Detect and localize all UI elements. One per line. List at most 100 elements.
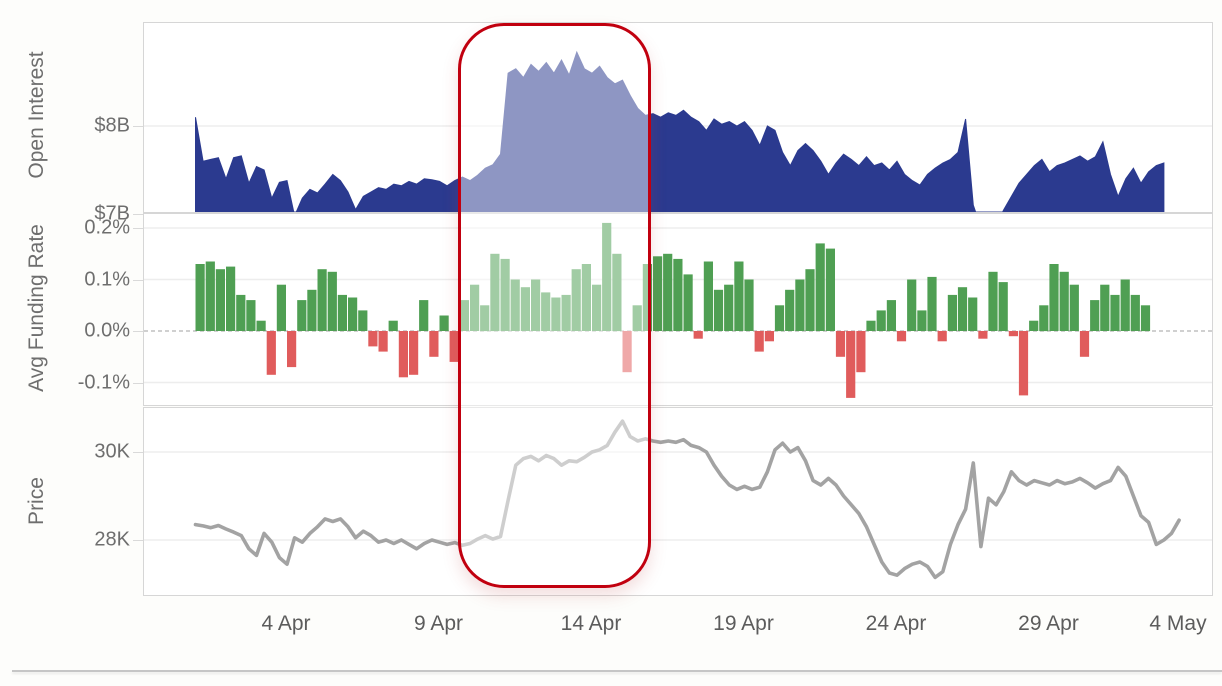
funding-bar [195, 264, 205, 331]
funding-bar [724, 284, 734, 331]
open-interest-panel[interactable] [143, 22, 1213, 213]
funding-bar [236, 294, 246, 331]
funding-bar [825, 248, 835, 331]
funding-bar [256, 320, 266, 331]
funding-bar [653, 256, 663, 331]
funding-bar [815, 243, 825, 331]
funding-bar [1008, 331, 1018, 337]
funding-bar [1079, 331, 1090, 357]
funding-bar [968, 297, 978, 331]
funding-bar [561, 294, 571, 331]
funding-bar [246, 300, 256, 331]
funding-bar [1100, 284, 1110, 331]
funding-bar [1120, 279, 1130, 331]
price-axis-title: Price [25, 477, 48, 525]
funding-bar [1039, 305, 1049, 332]
funding-bar [419, 300, 429, 331]
ytick-mark [133, 382, 143, 384]
funding-bar [927, 276, 937, 331]
price-line [193, 419, 1181, 580]
funding-bar [978, 331, 988, 339]
funding-bar [307, 289, 317, 331]
funding-bar [226, 266, 236, 331]
funding-bar [795, 279, 805, 331]
funding-bar [683, 274, 693, 331]
funding-bar [713, 289, 724, 331]
funding-bar [1090, 300, 1100, 331]
xtick-label: 24 Apr [865, 612, 927, 635]
funding-bar [581, 264, 591, 331]
funding-bar [327, 271, 337, 331]
funding-bar [337, 294, 347, 331]
funding-bar [1140, 305, 1151, 332]
funding-bar [612, 253, 622, 332]
ytick-label: $7B [94, 202, 130, 225]
funding-bar [774, 305, 785, 332]
funding-bar [1110, 294, 1120, 331]
funding-bar [459, 300, 469, 331]
funding-bar [632, 305, 642, 332]
funding-bar [1059, 271, 1069, 331]
funding-bar [266, 331, 276, 375]
funding-bar [297, 300, 307, 331]
funding-bar [785, 289, 795, 331]
funding-bar [957, 287, 968, 331]
funding-bar [764, 331, 774, 342]
funding-bar [805, 269, 815, 331]
funding-bar [480, 305, 490, 332]
funding-bar [937, 331, 947, 342]
funding-bar [510, 279, 520, 331]
ytick-label: 28K [94, 528, 130, 551]
funding-bar [205, 261, 215, 331]
funding-bar [592, 284, 602, 331]
ytick-mark [133, 228, 143, 229]
funding-bar [531, 279, 541, 331]
ytick-mark [133, 452, 143, 453]
funding-bar [449, 331, 459, 362]
funding-bar [276, 284, 286, 331]
funding-bar [388, 320, 398, 331]
ytick-mark [133, 540, 143, 541]
funding-bar [663, 253, 673, 332]
xtick-label: 4 Apr [261, 612, 311, 635]
funding-bar [1029, 320, 1039, 331]
ytick-label: 30K [94, 440, 130, 463]
funding-bar [368, 331, 378, 347]
funding-bar [947, 294, 957, 331]
ytick-mark [133, 279, 143, 281]
funding-bar [703, 261, 713, 331]
price-panel[interactable] [143, 407, 1213, 596]
funding-bar [287, 331, 297, 368]
funding-bar [866, 320, 876, 331]
funding-bar [520, 287, 530, 331]
funding-bar [429, 331, 439, 357]
funding-rate-panel[interactable] [143, 213, 1213, 406]
funding-bar [907, 279, 917, 331]
funding-bar [317, 269, 327, 331]
funding-bar [470, 284, 480, 331]
bottom-divider [12, 670, 1222, 672]
funding-bar [856, 331, 866, 373]
ytick-mark [133, 331, 143, 332]
funding-bar [754, 331, 764, 352]
funding-bar [917, 310, 927, 331]
funding-bar [886, 300, 896, 331]
highlight-region-annotation [458, 23, 651, 588]
funding-bar [998, 282, 1008, 331]
xtick-label: 4 May [1149, 612, 1207, 635]
funding-bar [876, 310, 886, 331]
funding-bar [988, 271, 998, 331]
funding-bar [439, 315, 449, 331]
xtick-label: 29 Apr [1018, 612, 1079, 635]
funding-bar [1049, 264, 1059, 331]
funding-bar [846, 331, 856, 398]
ytick-label: 0.1% [84, 268, 130, 290]
funding-bar [500, 258, 510, 331]
ytick-mark [133, 214, 143, 215]
ytick-label: -0.1% [77, 371, 130, 393]
funding-bar [398, 331, 408, 378]
funding-bar [835, 331, 846, 357]
funding-bar [378, 331, 388, 352]
funding-bar [602, 222, 612, 331]
